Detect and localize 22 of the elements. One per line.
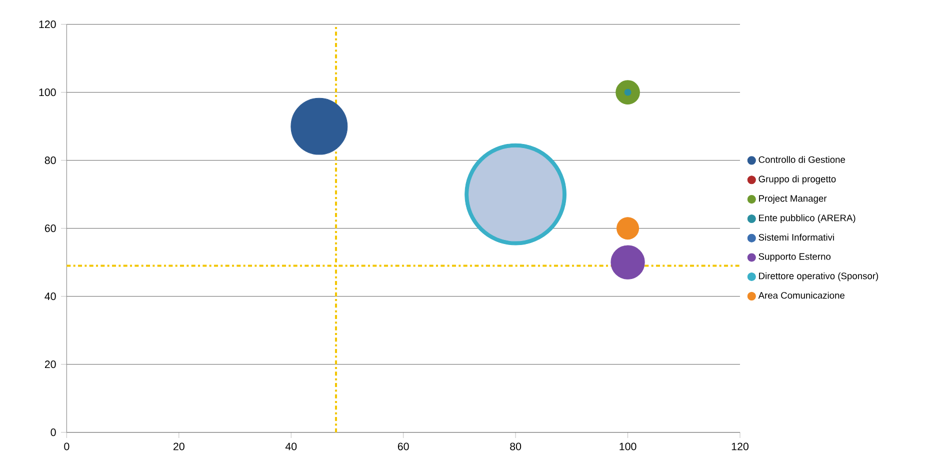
legend-label: Controllo di Gestione bbox=[758, 156, 846, 163]
legend-label: Project Manager bbox=[759, 194, 827, 204]
x-tick-label: 20 bbox=[174, 442, 184, 450]
x-tick-label: 80 bbox=[510, 442, 522, 450]
legend-label: Direttore operativo (Sponsor) bbox=[759, 272, 878, 282]
x-tick-label: 60 bbox=[398, 442, 409, 450]
y-tick-label: 20 bbox=[44, 360, 56, 368]
x-tick-label: 120 bbox=[732, 442, 748, 450]
y-tick-label: 0 bbox=[50, 428, 56, 436]
y-tick-label: 100 bbox=[39, 88, 56, 96]
y-tick-label: 80 bbox=[44, 156, 56, 164]
legend-label: Ente pubblico (ARERA) bbox=[759, 214, 856, 224]
y-tick-label: 120 bbox=[39, 20, 56, 28]
x-tick-label: 0 bbox=[64, 442, 70, 450]
x-tick-label: 100 bbox=[620, 442, 636, 450]
legend-label: Area Comunicazione bbox=[758, 292, 844, 299]
legend-label: Sistemi Informativi bbox=[758, 234, 834, 241]
x-tick-label: 40 bbox=[285, 442, 297, 450]
y-tick-label: 60 bbox=[44, 224, 56, 232]
y-tick-label: 40 bbox=[44, 292, 56, 300]
legend-label: Supporto Esterno bbox=[758, 253, 831, 262]
legend-label: Gruppo di progetto bbox=[758, 176, 836, 184]
